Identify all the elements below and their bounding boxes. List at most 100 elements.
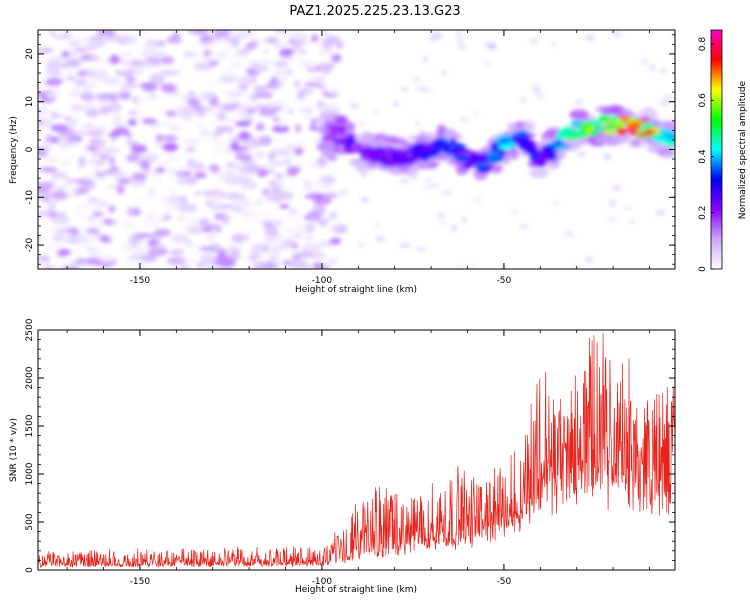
heatmap-noise-cell [252,232,264,242]
heatmap-noise-cell [136,233,155,239]
heatmap-noise-cell [273,235,290,244]
heatmap-noise-cell [112,126,130,136]
heatmap-noise-cell [276,73,296,78]
heatmap-noise-cell [38,230,57,238]
heatmap-noise-cell [227,116,235,124]
heatmap-noise-cell [239,164,259,174]
heatmap-noise-cell [127,206,134,217]
heatmap-noise-cell [53,225,70,231]
heatmap-noise-cell [93,144,104,151]
heatmap-signal-cell [394,160,409,165]
heatmap-noise-cell [75,202,91,212]
heatmap-noise-cell [255,123,265,131]
heatmap-noise-cell [291,253,303,260]
heatmap-noise-cell [67,44,83,52]
heatmap-noise-cell [162,196,182,204]
colorbar-tick-label: 0.2 [698,206,708,220]
heatmap-noise-cell [257,136,267,144]
heatmap-noise-cell [304,235,315,241]
heatmap-signal-cell [387,137,407,145]
heatmap-noise-cell [294,247,302,253]
heatmap-noise-cell [221,219,230,227]
snr-ytick-label: 500 [25,513,35,530]
heatmap-noise-cell [292,159,313,168]
colorbar-tick-label: 0.8 [698,37,708,52]
heatmap-noise-cell [252,243,268,250]
heatmap-noise-cell [239,112,246,119]
heatmap-noise-cell [179,107,195,115]
heatmap-noise-cell [84,70,97,78]
heatmap-noise-cell [39,190,52,198]
heatmap-noise-cell [329,71,340,80]
heatmap-noise-cell [43,117,54,127]
heatmap-noise-cell [321,192,340,199]
heatmap-noise-cell [38,124,49,130]
heatmap-noise-cell [65,57,83,68]
colorbar-label: Normalized spectral amplitude [738,80,748,219]
heatmap-signal-cell [610,116,621,122]
heatmap-noise-cell [303,194,319,199]
heatmap-noise-cell [95,160,107,166]
heatmap-noise-cell [98,105,112,115]
heatmap-noise-cell [111,121,125,127]
heatmap-signal-cell [335,126,341,131]
heatmap-noise-cell [87,197,100,203]
heatmap-noise-cell [313,179,326,188]
heatmap-noise-cell [160,83,177,93]
heatmap-noise-cell [44,264,54,269]
heatmap-noise-cell [185,146,196,153]
heatmap-noise-cell [174,112,182,122]
heatmap-noise-cell [188,52,208,61]
heatmap-noise-cell [155,133,164,144]
heatmap-signal-cell [619,116,631,122]
heatmap-noise-cell [148,188,156,197]
heatmap-noise-cell [252,85,270,92]
heatmap-signal-cell [587,119,603,125]
heatmap-noise-cell [165,241,182,246]
heatmap-noise-cell [287,235,296,245]
spectrogram-xlabel: Height of straight line (km) [295,285,417,295]
heatmap-noise-cell [256,38,269,45]
heatmap-noise-cell [202,257,213,267]
heatmap-noise-cell [115,65,129,72]
snr-series-line [38,332,675,569]
heatmap-noise-cell [296,90,305,100]
heatmap-noise-cell [329,105,345,113]
heatmap-noise-cell [51,86,62,92]
heatmap-noise-cell [166,36,182,44]
heatmap-noise-cell [198,246,216,251]
heatmap-noise-cell [182,139,201,144]
heatmap-noise-cell [224,89,245,99]
heatmap-noise-cell [152,50,166,59]
snr-ytick-label: 0 [25,567,35,573]
heatmap-noise-cell [82,225,90,233]
heatmap-noise-cell [133,191,141,199]
heatmap-noise-cell [42,197,52,203]
heatmap-signal-cell [645,122,653,130]
heatmap-noise-cell [199,128,213,138]
heatmap-noise-cell [139,236,148,245]
heatmap-noise-cell [152,213,167,219]
heatmap-noise-cell [316,100,325,109]
heatmap-signal-cell [363,133,374,146]
heatmap-signal-cell [665,133,675,140]
heatmap-noise-cell [49,124,69,132]
heatmap-noise-cell [142,219,160,229]
heatmap-noise-cell [224,209,240,219]
snr-panel: -150 -100 -50 0 500 1000 1500 2000 2500 Height o… [9,318,676,595]
heatmap-noise-cell [130,240,138,247]
heatmap-noise-cell [209,97,220,107]
heatmap-noise-cell [275,136,289,143]
heatmap-noise-cell [82,82,95,90]
heatmap-signal-cell [349,158,362,166]
heatmap-signal-cell [476,167,491,173]
heatmap-noise-cell [113,113,122,124]
heatmap-noise-cell [356,243,367,247]
heatmap-noise-cell [361,171,367,178]
colorbar: 0 0.2 0.4 0.6 0.8 Normalized spectral amplit… [698,29,748,272]
heatmap-noise-cell [235,146,250,151]
heatmap-noise-cell [61,158,71,168]
heatmap-noise-cell [108,30,116,37]
heatmap-noise-cell [234,153,253,161]
